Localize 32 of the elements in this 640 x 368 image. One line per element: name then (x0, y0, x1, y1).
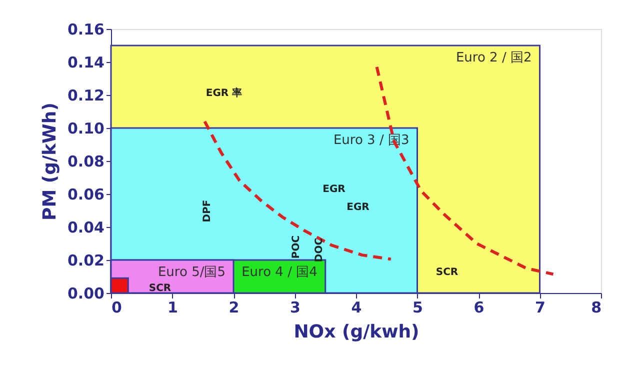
y-tick-label: 0.16 (67, 20, 104, 38)
y-tick-label: 0.10 (67, 120, 104, 138)
annotation: DOC (314, 238, 325, 262)
annotation: EGR 率 (206, 87, 242, 99)
x-tick-label: 7 (535, 298, 546, 316)
y-axis-title: PM (g/kWh) (39, 102, 60, 220)
x-tick-label: 8 (591, 298, 602, 316)
x-tick-label: 0 (112, 298, 122, 316)
annotation: EGR (322, 184, 346, 195)
series-label: Euro 2 / 国2 (456, 50, 532, 66)
x-tick-label: 6 (474, 298, 484, 316)
x-axis-title: NOx (g/kwh) (294, 322, 420, 342)
series-label: Euro 4 / 国4 (242, 265, 318, 280)
y-tick-label: 0.00 (67, 284, 104, 302)
series-label: Euro 5/国5 (158, 265, 226, 280)
annotation: DPF (202, 200, 213, 222)
y-tick-label: 0.02 (67, 252, 104, 270)
x-tick-label: 1 (168, 298, 178, 316)
y-tick-label: 0.14 (67, 54, 104, 72)
y-tick-label: 0.12 (67, 86, 104, 104)
x-tick-label: 5 (412, 298, 423, 316)
annotation: SCR (436, 267, 458, 278)
x-tick-label: 3 (290, 298, 300, 316)
annotation: POC (291, 235, 302, 259)
y-tick-label: 0.06 (67, 186, 104, 204)
annotation: SCR (148, 283, 172, 294)
y-tick-label: 0.08 (67, 152, 104, 170)
y-tick-label: 0.04 (67, 218, 104, 236)
annotation: EGR (346, 202, 370, 213)
x-tick-label: 4 (351, 298, 362, 316)
x-tick-label: 2 (228, 298, 240, 316)
line-series (375, 65, 555, 276)
